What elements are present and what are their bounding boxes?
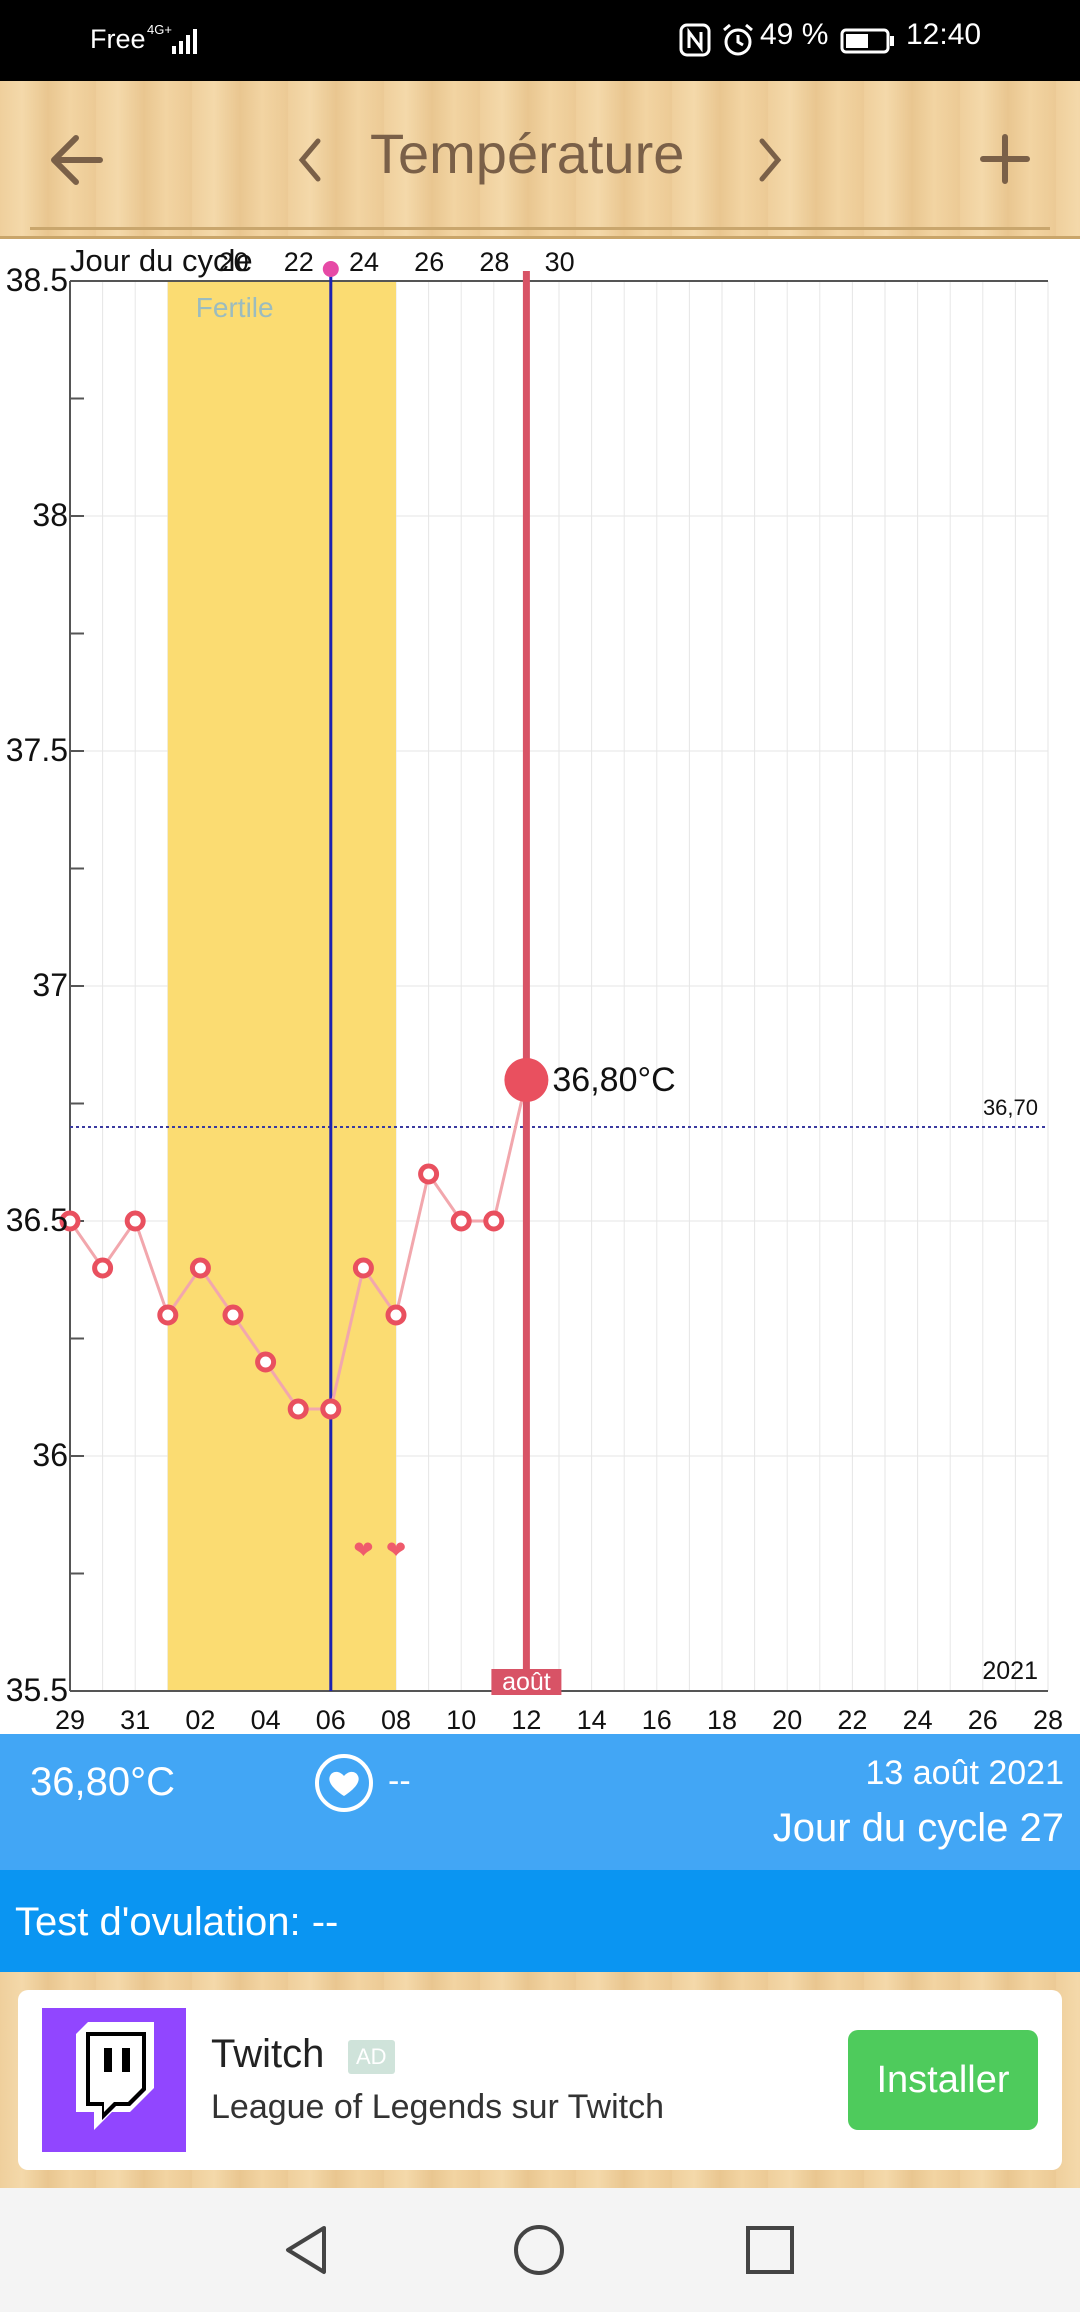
- ad-container: Twitch AD League of Legends sur Twitch I…: [0, 1972, 1080, 2188]
- top-tick-label: 20: [219, 247, 249, 277]
- bottom-tick-label: 08: [381, 1705, 411, 1734]
- bottom-tick-label: 04: [251, 1705, 281, 1734]
- chevron-right-icon[interactable]: [756, 133, 786, 187]
- intercourse-value: --: [388, 1762, 411, 1800]
- bottom-tick-label: 20: [772, 1705, 802, 1734]
- y-tick-label: 38.5: [6, 262, 68, 298]
- signal-icon: [172, 29, 197, 54]
- heart-marker: ❤: [353, 1536, 373, 1564]
- battery-icon: [840, 28, 894, 54]
- top-tick-label: 24: [349, 247, 379, 277]
- threshold-line-group: 36,70: [70, 1095, 1048, 1128]
- toolbar-divider: [30, 227, 1050, 230]
- y-tick-label: 37: [32, 967, 68, 1003]
- month-label-bg: [491, 1669, 562, 1695]
- y-tick-label: 38: [32, 497, 68, 533]
- bottom-tick-label: 28: [1033, 1705, 1063, 1734]
- ad-app-name: Twitch: [211, 2032, 325, 2076]
- nfc-icon: [679, 23, 711, 57]
- network-label: 4G+: [147, 22, 172, 37]
- arrow-left-icon[interactable]: [48, 125, 104, 195]
- toolbar: Température: [0, 81, 1080, 239]
- temperature-point: [92, 1257, 114, 1279]
- y-tick-label: 36: [32, 1437, 68, 1473]
- temperature-point: [320, 1398, 342, 1420]
- y-tick-label: 36.5: [6, 1202, 68, 1238]
- temperature-chart[interactable]: Fertile 36,70 ❤ ❤ août 36,80°C Jour du cy…: [0, 239, 1080, 1735]
- day-summary[interactable]: 36,80°C -- 13 août 2021 Jour du cycle 27: [0, 1734, 1080, 1870]
- bottom-tick-label: 29: [55, 1705, 85, 1734]
- temperature-value: 36,80°C: [30, 1760, 175, 1804]
- top-tick-label: 26: [414, 247, 444, 277]
- ovulation-group: ❤ ❤: [322, 261, 406, 1691]
- temperature-point: [124, 1210, 146, 1232]
- bottom-tick-label: 14: [577, 1705, 607, 1734]
- temperature-series: 36,80°C: [59, 1058, 676, 1420]
- status-bar: Free 4G+ 49 % 12:40: [0, 0, 1080, 81]
- selected-value-label: 36,80°C: [552, 1061, 675, 1099]
- fertile-label: Fertile: [196, 292, 274, 323]
- bottom-tick-label: 10: [446, 1705, 476, 1734]
- selected-point: [504, 1058, 549, 1102]
- temperature-point: [352, 1257, 374, 1279]
- alarm-icon: [723, 23, 753, 56]
- temperature-point: [418, 1163, 440, 1185]
- top-tick-label: 22: [284, 247, 314, 277]
- bottom-tick-label: 12: [511, 1705, 541, 1734]
- top-tick-label: 30: [545, 247, 575, 277]
- page-title: Température: [370, 122, 685, 185]
- bottom-tick-label: 18: [707, 1705, 737, 1734]
- top-tick-label: 28: [479, 247, 509, 277]
- temperature-point: [222, 1304, 244, 1326]
- bottom-tick-label: 16: [642, 1705, 672, 1734]
- temperature-point: [385, 1304, 407, 1326]
- cycle-day-label: Jour du cycle 27: [772, 1806, 1064, 1850]
- temperature-point: [59, 1210, 81, 1232]
- date-label: 13 août 2021: [865, 1754, 1064, 1792]
- circle-home-icon[interactable]: [511, 2222, 567, 2278]
- bottom-tick-label: 22: [837, 1705, 867, 1734]
- install-button[interactable]: Installer: [848, 2030, 1038, 2130]
- twitch-logo-icon[interactable]: [42, 2008, 186, 2152]
- selected-day-group: août: [491, 271, 562, 1696]
- ad-card[interactable]: Twitch AD League of Legends sur Twitch I…: [18, 1990, 1062, 2170]
- system-nav-bar: [0, 2188, 1080, 2312]
- square-recents-icon[interactable]: [742, 2222, 798, 2278]
- chart-svg[interactable]: Fertile 36,70 ❤ ❤ août 36,80°C Jour du cy…: [0, 239, 1080, 1735]
- heart-marker: ❤: [386, 1536, 406, 1564]
- battery-percent: 49 %: [760, 18, 829, 51]
- top-axis-label: Jour du cycle: [70, 243, 253, 278]
- fertile-window: Fertile: [167, 281, 396, 1691]
- year-label: 2021: [982, 1657, 1038, 1685]
- temperature-point: [483, 1210, 505, 1232]
- ad-subtitle: League of Legends sur Twitch: [211, 2088, 665, 2126]
- threshold-label: 36,70: [983, 1095, 1038, 1120]
- triangle-back-icon[interactable]: [280, 2222, 336, 2278]
- y-tick-label: 35.5: [6, 1672, 68, 1708]
- ovulation-test-label: Test d'ovulation: --: [15, 1900, 339, 1944]
- bottom-tick-label: 26: [968, 1705, 998, 1734]
- plus-icon[interactable]: [980, 131, 1030, 187]
- heart-icon[interactable]: [313, 1752, 375, 1814]
- y-tick-label: 37.5: [6, 732, 68, 768]
- temperature-point: [157, 1304, 179, 1326]
- temperature-point: [287, 1398, 309, 1420]
- temperature-point: [450, 1210, 472, 1232]
- carrier-label: Free: [90, 24, 146, 54]
- bottom-tick-label: 02: [185, 1705, 215, 1734]
- ovulation-marker: [322, 261, 339, 277]
- chevron-left-icon[interactable]: [294, 133, 324, 187]
- clock: 12:40: [906, 18, 982, 51]
- bottom-tick-label: 24: [903, 1705, 933, 1734]
- ad-badge: AD: [348, 2040, 395, 2074]
- bottom-tick-label: 31: [120, 1705, 150, 1734]
- bottom-tick-label: 06: [316, 1705, 346, 1734]
- ovulation-test-row[interactable]: Test d'ovulation: --: [0, 1870, 1080, 1972]
- temperature-point: [189, 1257, 211, 1279]
- temperature-point: [255, 1351, 277, 1373]
- fertile-band: [167, 281, 396, 1691]
- month-label: août: [502, 1668, 551, 1696]
